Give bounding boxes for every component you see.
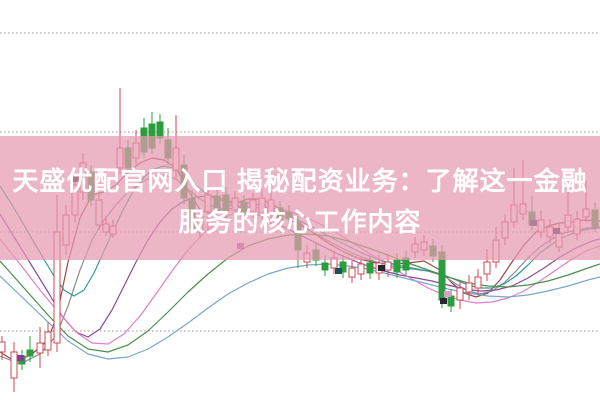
headline-line-2: 服务的核心工作内容: [178, 207, 422, 237]
trade-marker: [444, 291, 451, 297]
candle: [0, 336, 6, 360]
candle: [36, 327, 44, 368]
candle: [44, 322, 52, 356]
headline-banner: [0, 136, 600, 260]
candle: [26, 336, 34, 362]
candle: [348, 261, 356, 283]
headline-line-1: 天盛优配官网入口 揭秘配资业务：了解这一金融: [12, 166, 588, 196]
candle: [474, 269, 482, 295]
trade-marker: [17, 355, 24, 361]
candle: [357, 257, 365, 280]
candle: [456, 281, 464, 309]
candle: [10, 342, 18, 392]
trade-marker: [440, 298, 447, 304]
trade-marker: [335, 268, 342, 274]
trade-marker: [378, 265, 385, 271]
ma-line-ma-steelblue: [0, 263, 600, 360]
candle: [465, 275, 473, 300]
